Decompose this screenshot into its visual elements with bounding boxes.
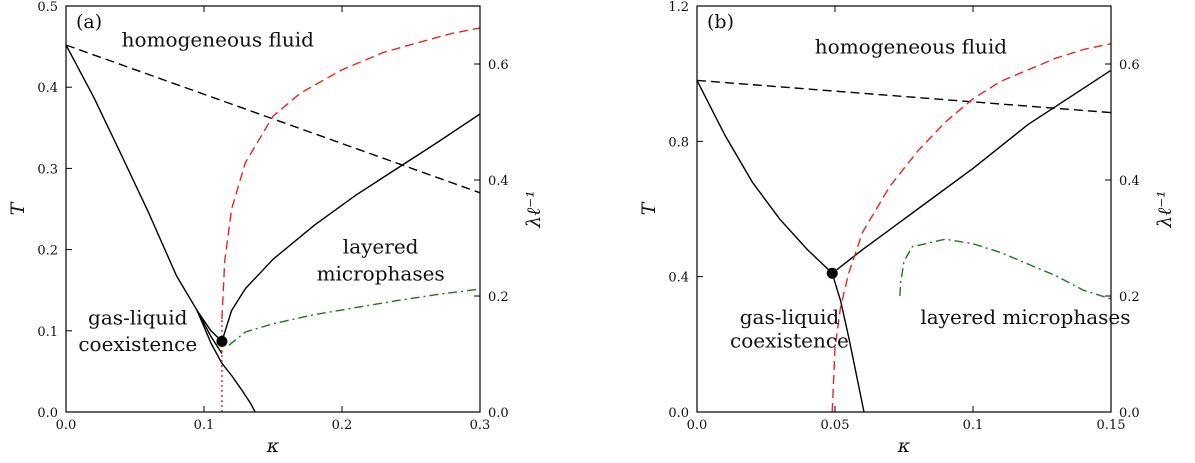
x-tick-label: 0.1 [963, 418, 984, 433]
critical-point-marker [216, 335, 228, 347]
region-annotation: gas-liquid [88, 305, 188, 329]
y-tick-label: 0.5 [37, 0, 58, 15]
y2-tick-label: 0.6 [488, 58, 509, 73]
y-tick-label: 0.2 [37, 244, 58, 259]
x-tick-label: 0.0 [687, 418, 708, 433]
series-line-1 [831, 273, 865, 412]
y-tick-label: 1.2 [668, 0, 689, 15]
y-axis-label: T [638, 201, 660, 215]
x-tick-label: 0.05 [821, 418, 850, 433]
series-line-1 [196, 310, 256, 412]
y2-tick-label: 0.2 [1119, 290, 1140, 305]
series-line-3 [221, 113, 480, 342]
y2-tick-label: 0.4 [488, 174, 509, 189]
panel-label: (b) [707, 11, 734, 33]
y-tick-label: 0.1 [37, 325, 58, 340]
x-axis-label: κ [897, 435, 911, 457]
series-line-2 [196, 310, 223, 354]
x-tick-label: 0.3 [470, 418, 491, 433]
series-line-4 [66, 44, 480, 194]
y2-tick-label: 0.6 [1119, 58, 1140, 73]
y2-tick-label: 0.0 [1119, 406, 1140, 421]
y-tick-label: 0.0 [668, 406, 689, 421]
series-line-5 [899, 238, 1111, 300]
series-line-0 [697, 80, 833, 274]
region-annotation: coexistence [730, 329, 849, 353]
panel-b: 0.0 0.05 0.1 0.150.00.40.81.20.00.20.40.6κT… [638, 0, 1176, 457]
y2-tick-label: 0.4 [1119, 174, 1140, 189]
series-line-7 [228, 288, 480, 346]
x-tick-label: 0.1 [194, 418, 215, 433]
region-annotation: homogeneous fluid [815, 34, 1007, 58]
y-tick-label: 0.3 [37, 162, 58, 177]
y2-axis-label: λℓ⁻¹ [523, 190, 545, 229]
panel-label: (a) [76, 11, 102, 33]
x-tick-label: 0.0 [56, 418, 77, 433]
region-annotation: coexistence [78, 332, 197, 356]
panel-a: 0.0 0.1 0.2 0.30.00.10.20.30.40.50.00.20.40… [7, 0, 545, 457]
series-line-0 [66, 44, 223, 342]
x-tick-label: 0.2 [332, 418, 353, 433]
series-line-3 [697, 79, 1111, 114]
series-line-2 [831, 69, 1111, 274]
plot-frame [65, 5, 481, 413]
x-tick-label: 0.15 [1097, 418, 1126, 433]
y-tick-label: 0.0 [37, 406, 58, 421]
region-annotation: gas-liquid [740, 305, 840, 329]
plot-frame [696, 5, 1112, 413]
y-tick-label: 0.4 [668, 271, 689, 286]
y-axis-label: T [7, 201, 29, 215]
region-annotation: homogeneous fluid [122, 28, 314, 52]
y2-tick-label: 0.0 [488, 406, 509, 421]
y-tick-label: 0.8 [668, 135, 689, 150]
region-annotation: layered microphases [920, 305, 1130, 329]
y2-axis-label: λℓ⁻¹ [1154, 190, 1176, 229]
y2-tick-label: 0.2 [488, 290, 509, 305]
y-tick-label: 0.4 [37, 81, 58, 96]
x-axis-label: κ [266, 435, 280, 457]
critical-point-marker [826, 267, 838, 279]
region-annotation: microphases [317, 261, 445, 285]
series-line-5 [221, 27, 480, 320]
series-line-4 [831, 43, 1111, 412]
region-annotation: layered [343, 235, 419, 259]
